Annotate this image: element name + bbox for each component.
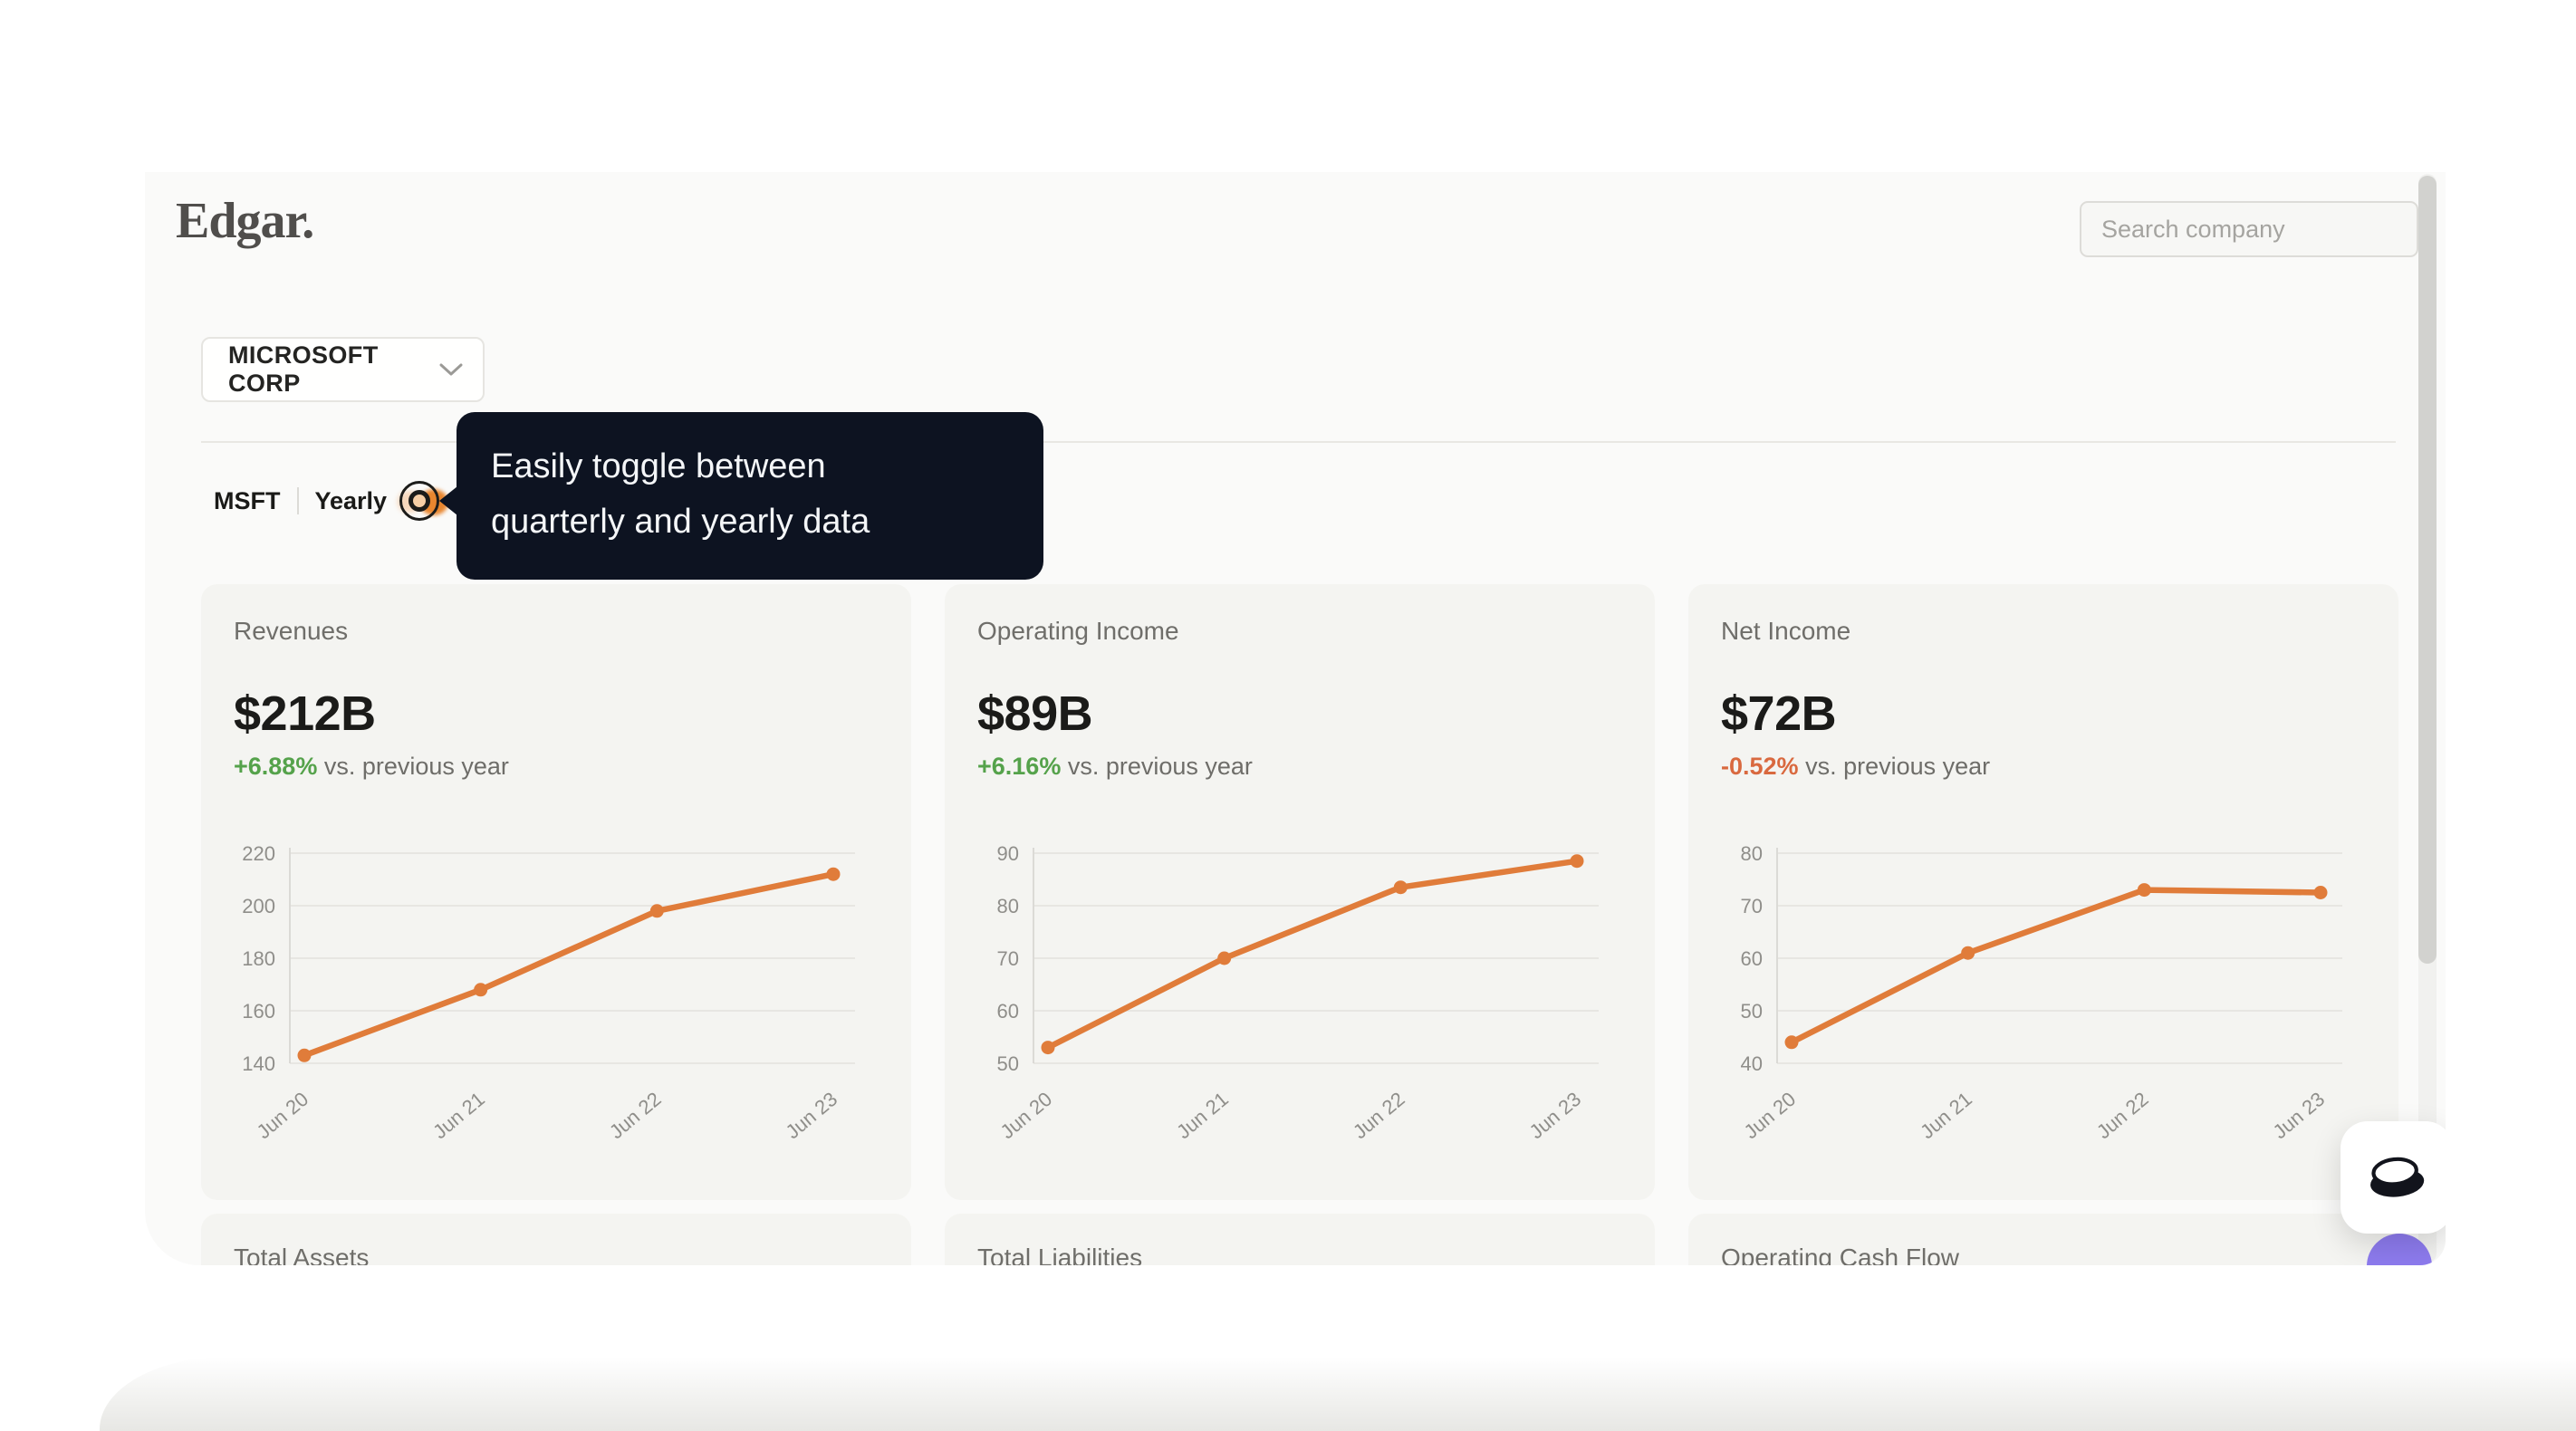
- tooltip-arrow-icon: [439, 486, 457, 515]
- tooltip-text-line2: quarterly and yearly data: [491, 502, 870, 541]
- delta-note: vs. previous year: [317, 753, 509, 780]
- ticker-symbol: MSFT: [214, 486, 281, 514]
- metric-card-operating-cash-flow: Operating Cash Flow: [1688, 1214, 2398, 1265]
- tooltip-text-line1: Easily toggle between: [491, 447, 826, 485]
- svg-text:70: 70: [1741, 895, 1763, 917]
- svg-text:Jun 23: Jun 23: [2269, 1088, 2330, 1141]
- card-delta: -0.52% vs. previous year: [1721, 753, 2366, 781]
- card-value: $212B: [234, 687, 376, 741]
- svg-text:Jun 22: Jun 22: [2092, 1088, 2153, 1141]
- card-value: $72B: [1721, 687, 1837, 741]
- delta-percent: +6.16%: [977, 753, 1062, 780]
- svg-text:Jun 23: Jun 23: [1525, 1088, 1586, 1141]
- metric-cards-row: Revenues $212B +6.88% vs. previous year …: [201, 584, 2398, 1200]
- svg-text:Jun 20: Jun 20: [1740, 1088, 1801, 1141]
- svg-text:Jun 21: Jun 21: [428, 1088, 489, 1141]
- svg-text:50: 50: [997, 1052, 1019, 1075]
- line-chart-revenues: 140 160 180 200 220 Jun 20 Jun 21 Jun 22 Jun 23: [234, 840, 879, 1141]
- partial-cards-row: Total Assets Total Liabilities Operating…: [201, 1214, 2398, 1265]
- metric-card-total-assets: Total Assets: [201, 1214, 911, 1265]
- operating-income-chart-svg: 50 60 70 80 90 Jun 20 Jun 21 Jun 22 Jun 23: [996, 842, 1599, 1141]
- svg-text:200: 200: [242, 895, 275, 917]
- svg-text:40: 40: [1741, 1052, 1763, 1075]
- line-chart-operating-income: 50 60 70 80 90 Jun 20 Jun 21 Jun 22 Jun 23: [977, 840, 1622, 1141]
- chevron-down-icon: [439, 362, 463, 377]
- period-label: Yearly: [314, 486, 388, 514]
- line-chart-net-income: 40 50 60 70 80 Jun 20 Jun 21 Jun 22 Jun 23: [1721, 840, 2366, 1141]
- metric-card-total-liabilities: Total Liabilities: [945, 1214, 1655, 1265]
- app-logo: Edgar.: [176, 193, 314, 249]
- card-delta: +6.16% vs. previous year: [977, 753, 1622, 781]
- svg-text:80: 80: [1741, 842, 1763, 865]
- search-input[interactable]: [2080, 201, 2418, 257]
- radio-circle-icon: [399, 481, 440, 521]
- svg-text:Jun 23: Jun 23: [782, 1088, 842, 1141]
- header-divider: [201, 441, 2396, 443]
- svg-text:Jun 21: Jun 21: [1916, 1088, 1976, 1141]
- card-title: Operating Income: [977, 617, 1179, 645]
- svg-text:50: 50: [1741, 1000, 1763, 1023]
- card-title: Total Liabilities: [977, 1244, 1143, 1265]
- svg-text:Jun 20: Jun 20: [253, 1088, 313, 1141]
- vertical-separator: [296, 487, 299, 514]
- svg-text:Jun 21: Jun 21: [1172, 1088, 1233, 1141]
- delta-percent: -0.52%: [1721, 753, 1799, 780]
- svg-text:90: 90: [997, 842, 1019, 865]
- svg-text:180: 180: [242, 947, 275, 970]
- card-title: Revenues: [234, 617, 349, 645]
- card-title: Net Income: [1721, 617, 1851, 645]
- metric-card-net-income: Net Income $72B -0.52% vs. previous year…: [1688, 584, 2398, 1200]
- delta-percent: +6.88%: [234, 753, 318, 780]
- svg-text:160: 160: [242, 1000, 275, 1023]
- hat-icon: [2370, 1157, 2425, 1197]
- period-toggle-icon[interactable]: [398, 479, 449, 523]
- svg-text:Jun 22: Jun 22: [1349, 1088, 1409, 1141]
- svg-text:Jun 22: Jun 22: [605, 1088, 666, 1141]
- svg-text:Jun 20: Jun 20: [996, 1088, 1057, 1141]
- ticker-bar: MSFT Yearly: [214, 479, 449, 523]
- svg-text:140: 140: [242, 1052, 275, 1075]
- tooltip: Easily toggle between quarterly and year…: [439, 412, 1043, 580]
- app-panel: Edgar. MICROSOFT CORP MSFT Yearly Easily…: [145, 172, 2446, 1265]
- card-value: $89B: [977, 687, 1093, 741]
- card-delta: +6.88% vs. previous year: [234, 753, 879, 781]
- revenues-chart-svg: 140 160 180 200 220 Jun 20 Jun 21 Jun 22 Jun 23: [242, 842, 855, 1141]
- delta-note: vs. previous year: [1061, 753, 1253, 780]
- company-selector-dropdown[interactable]: MICROSOFT CORP: [201, 337, 485, 402]
- assistant-fab-button[interactable]: [2341, 1121, 2446, 1234]
- delta-note: vs. previous year: [1798, 753, 1991, 780]
- metric-card-revenues: Revenues $212B +6.88% vs. previous year …: [201, 584, 911, 1200]
- metric-card-operating-income: Operating Income $89B +6.16% vs. previou…: [945, 584, 1655, 1200]
- card-title: Total Assets: [234, 1244, 370, 1265]
- company-selector-label: MICROSOFT CORP: [228, 341, 379, 397]
- scrollbar-thumb[interactable]: [2418, 176, 2437, 964]
- svg-text:70: 70: [997, 947, 1019, 970]
- svg-text:80: 80: [997, 895, 1019, 917]
- svg-text:220: 220: [242, 842, 275, 865]
- svg-text:60: 60: [997, 1000, 1019, 1023]
- svg-text:60: 60: [1741, 947, 1763, 970]
- card-title: Operating Cash Flow: [1721, 1244, 1960, 1265]
- net-income-chart-svg: 40 50 60 70 80 Jun 20 Jun 21 Jun 22 Jun 23: [1740, 842, 2342, 1141]
- panel-bottom-shadow: [100, 1357, 2576, 1431]
